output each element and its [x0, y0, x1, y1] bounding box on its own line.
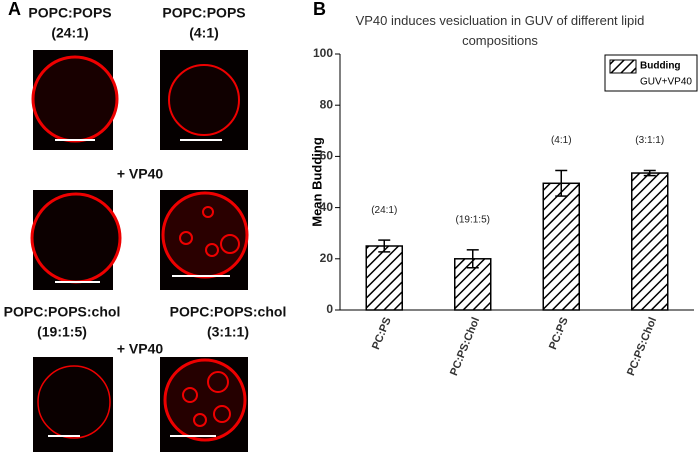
bar-annotation: (24:1) [371, 205, 397, 216]
bar-annotation: (3:1:1) [635, 135, 664, 146]
panel-label: A [8, 0, 21, 19]
bar [542, 182, 580, 311]
chart-title: VP40 induces vesicluation in GUV of diff… [356, 13, 645, 48]
x-tick-label: PC:PS:Chol [625, 316, 659, 378]
y-tick-label: 0 [326, 302, 333, 316]
image-title: POPC:POPS [28, 5, 111, 21]
treatment-label: + VP40 [117, 341, 164, 357]
x-tick-label: PC:PS [370, 316, 394, 352]
legend-subtitle: GUV+VP40 [640, 77, 692, 88]
y-tick-label: 20 [320, 251, 334, 265]
y-tick-label: 80 [320, 97, 334, 111]
y-tick-label: 100 [313, 46, 333, 60]
bar [365, 245, 403, 311]
image-title: (19:1:5) [37, 324, 87, 340]
micrographs [30, 50, 249, 452]
x-tick-label: PC:PS [547, 316, 571, 352]
legend-label: Budding [640, 61, 681, 72]
y-axis-label: Mean Budding [309, 137, 324, 227]
image-title: POPC:POPS:chol [170, 304, 287, 320]
bar-annotation: (19:1:5) [456, 214, 490, 225]
image-title: (24:1) [51, 25, 88, 41]
image-title: (4:1) [189, 25, 219, 41]
image-title: (3:1:1) [207, 324, 249, 340]
treatment-label: + VP40 [117, 166, 164, 182]
bar [631, 172, 669, 311]
bar-annotation: (4:1) [551, 135, 572, 146]
image-title: POPC:POPS:chol [4, 304, 121, 320]
y-tick-label: 40 [320, 200, 334, 214]
y-tick-label: 60 [320, 149, 334, 163]
legend-swatch [609, 59, 637, 74]
x-tick-label: PC:PS:Chol [448, 316, 482, 378]
panel-label: B [313, 0, 326, 19]
image-title: POPC:POPS [162, 5, 245, 21]
